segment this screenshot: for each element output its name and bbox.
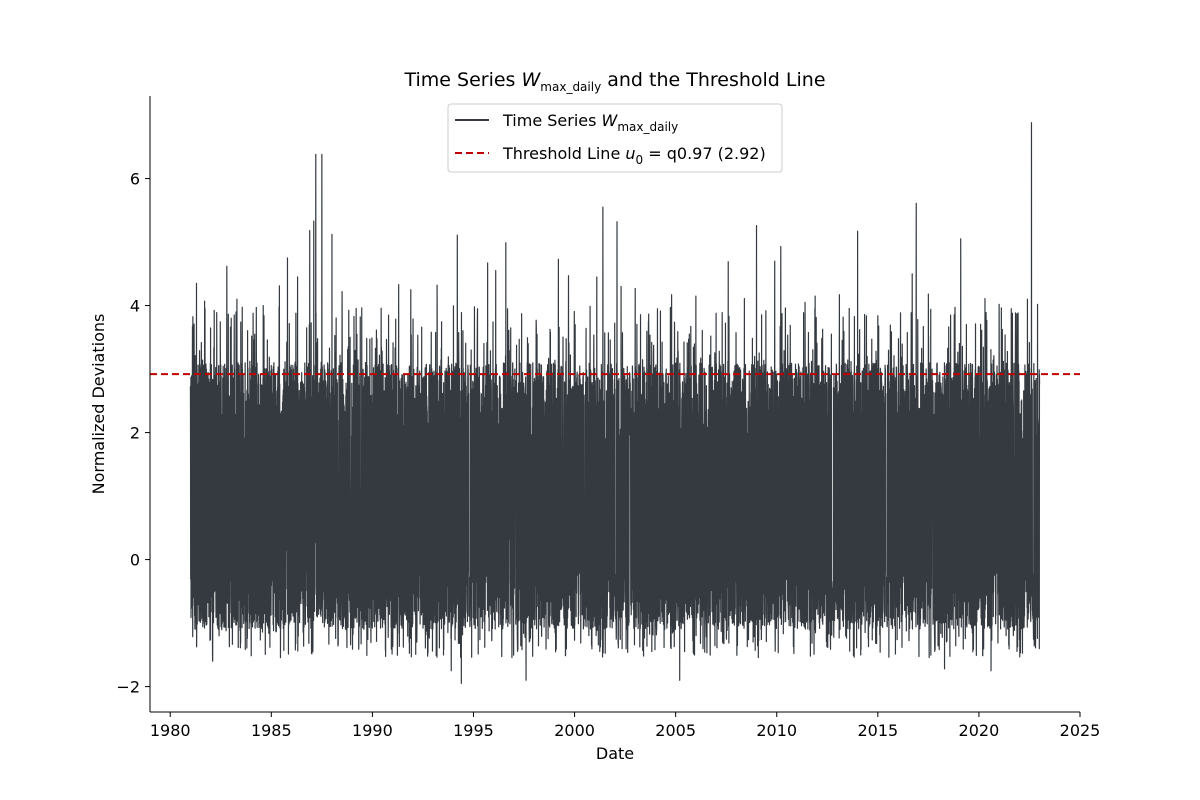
chart-title: Time Series Wmax_daily and the Threshold… <box>403 69 825 94</box>
title-suffix: and the Threshold Line <box>601 69 825 91</box>
y-tick-label: 6 <box>130 170 140 189</box>
title-sub: max_daily <box>540 80 601 94</box>
legend-label-series: Time Series Wmax_daily <box>502 111 678 134</box>
y-ticks: −2 0 2 4 6 <box>116 170 150 697</box>
series-layer <box>189 122 1041 685</box>
x-tick-label: 1980 <box>150 721 191 740</box>
x-tick-label: 2000 <box>554 721 595 740</box>
legend: Time Series Wmax_daily Threshold Line u0… <box>447 103 783 173</box>
x-tick-label: 1985 <box>251 721 292 740</box>
x-tick-label: 2015 <box>857 721 898 740</box>
y-tick-label: 0 <box>130 551 140 570</box>
y-axis-title: Normalized Deviations <box>89 314 108 495</box>
legend-label-threshold: Threshold Line u0 = q0.97 (2.92) <box>502 144 766 167</box>
legend-threshold-suffix: = q0.97 (2.92) <box>643 144 766 163</box>
x-tick-label: 2025 <box>1060 721 1101 740</box>
x-tick-label: 1990 <box>352 721 393 740</box>
x-tick-label: 2020 <box>959 721 1000 740</box>
legend-threshold-prefix: Threshold Line <box>502 144 625 163</box>
y-tick-label: 2 <box>130 424 140 443</box>
legend-box <box>447 103 783 173</box>
legend-threshold-sub: 0 <box>636 153 644 167</box>
y-tick-label: −2 <box>116 678 140 697</box>
legend-series-sub: max_daily <box>617 120 678 134</box>
title-prefix: Time Series <box>403 69 521 91</box>
y-tick-label: 4 <box>130 297 140 316</box>
legend-series-prefix: Time Series <box>502 111 602 130</box>
x-axis-title: Date <box>596 744 634 763</box>
x-tick-label: 2005 <box>655 721 696 740</box>
legend-series-var: W <box>602 111 619 130</box>
legend-threshold-var: u <box>625 144 635 163</box>
x-tick-label: 2010 <box>756 721 797 740</box>
x-tick-label: 1995 <box>453 721 494 740</box>
series-line-wmax <box>189 122 1041 685</box>
title-var: W <box>522 69 542 91</box>
x-ticks: 1980 1985 1990 1995 2000 2005 2010 2015 2020 2025 <box>150 712 1101 740</box>
